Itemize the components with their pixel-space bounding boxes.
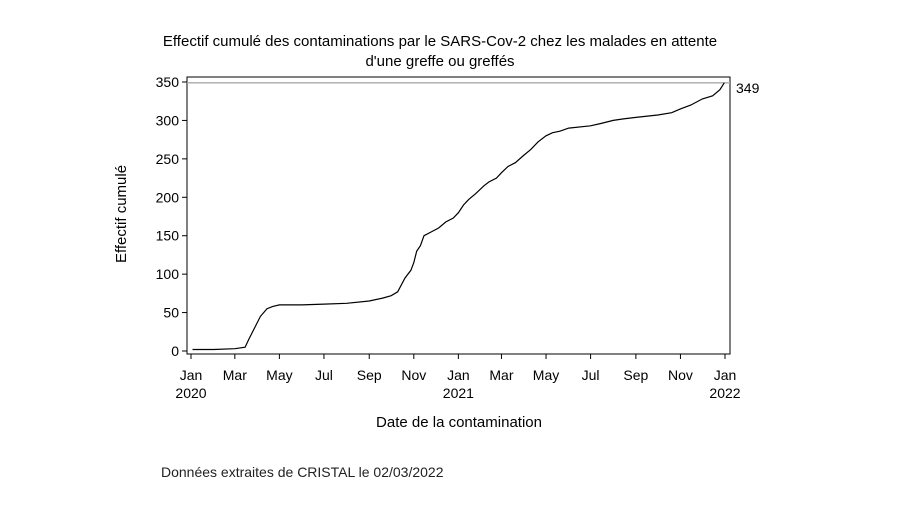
source-note: Données extraites de CRISTAL le 02/03/20… <box>161 464 444 480</box>
x-tick-label-11: Nov <box>668 367 693 383</box>
x-tick-label-4: Sep <box>357 367 382 383</box>
chart-title-line-2: d'une greffe ou greffés <box>365 53 514 70</box>
y-tick-label-50: 50 <box>163 305 179 321</box>
x-tick-label-0: Jan <box>180 367 203 383</box>
x-axis-title: Date de la contamination <box>376 414 542 431</box>
x-tick-label-9: Jul <box>582 367 600 383</box>
x-tick-label-2: May <box>266 367 292 383</box>
y-tick-label-100: 100 <box>156 266 180 282</box>
y-tick-label-200: 200 <box>156 189 180 205</box>
x-tick-label-8: May <box>533 367 559 383</box>
x-tick-year-2022: 2022 <box>709 385 740 401</box>
x-tick-label-6: Jan <box>447 367 470 383</box>
x-tick-label-5: Nov <box>401 367 426 383</box>
chart-title-line-1: Effectif cumulé des contaminations par l… <box>163 33 717 50</box>
x-tick-label-10: Sep <box>623 367 648 383</box>
y-tick-label-0: 0 <box>171 343 179 359</box>
series-line-cumulative <box>192 82 725 351</box>
x-axis: Jan 2020 Mar May Jul Sep Nov Jan 2021 Mar May Jul Se… <box>175 354 741 401</box>
y-tick-label-250: 250 <box>156 151 180 167</box>
x-tick-label-12: Jan <box>714 367 737 383</box>
x-tick-label-7: Mar <box>489 367 513 383</box>
x-tick-label-3: Jul <box>315 367 333 383</box>
y-tick-label-300: 300 <box>156 112 180 128</box>
y-axis: 0 50 100 150 200 250 300 350 <box>156 74 187 359</box>
x-tick-year-2020: 2020 <box>175 385 206 401</box>
plot-frame <box>186 76 731 355</box>
x-tick-year-2021: 2021 <box>443 385 474 401</box>
y-axis-title: Effectif cumulé <box>113 165 130 263</box>
y-tick-label-150: 150 <box>156 228 180 244</box>
x-tick-label-1: Mar <box>223 367 247 383</box>
end-value-label: 349 <box>736 80 760 96</box>
chart-title: Effectif cumulé des contaminations par l… <box>163 33 717 70</box>
y-tick-label-350: 350 <box>156 74 180 90</box>
